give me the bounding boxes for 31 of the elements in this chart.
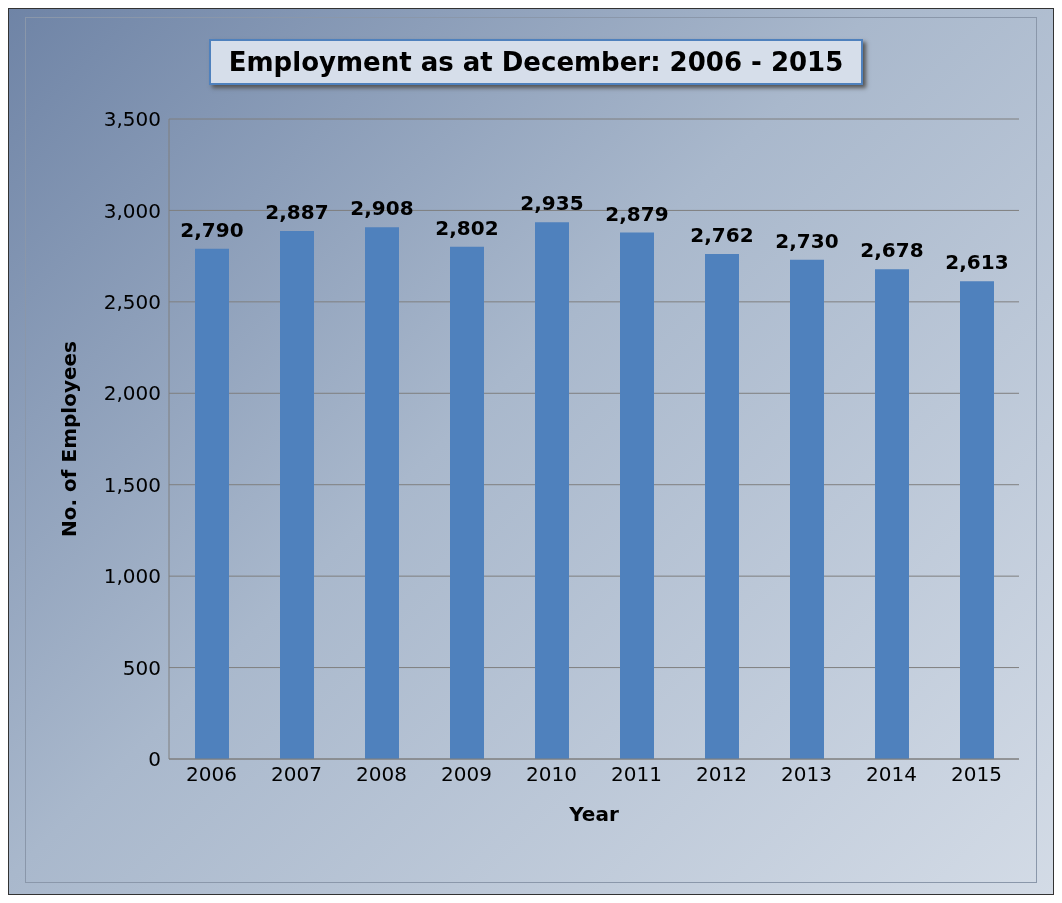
x-tick-label: 2015: [951, 762, 1002, 787]
y-tick-label: 500: [122, 655, 161, 680]
y-tick-label: 1,000: [103, 564, 161, 589]
data-label: 2,730: [775, 228, 839, 253]
data-label: 2,613: [945, 250, 1009, 275]
data-label: 2,935: [520, 191, 584, 216]
y-tick-label: 2,000: [103, 381, 161, 406]
data-label: 2,678: [860, 238, 924, 263]
y-tick-label: 3,500: [103, 107, 161, 132]
y-tick-label: 1,500: [103, 472, 161, 497]
data-label: 2,879: [605, 201, 669, 226]
y-tick-label: 0: [148, 747, 161, 772]
data-label: 2,887: [265, 200, 329, 225]
chart-title: Employment as at December: 2006 - 2015: [209, 39, 863, 85]
x-tick-label: 2014: [866, 762, 917, 787]
y-tick-label: 2,500: [103, 289, 161, 314]
x-tick-label: 2011: [611, 762, 662, 787]
x-tick-label: 2007: [271, 762, 322, 787]
x-tick-label: 2013: [781, 762, 832, 787]
data-label: 2,790: [180, 217, 244, 242]
data-label: 2,908: [350, 196, 414, 221]
x-axis-title: Year: [568, 802, 619, 826]
x-tick-label: 2009: [441, 762, 492, 787]
x-tick-label: 2012: [696, 762, 747, 787]
y-axis-title: No. of Employees: [57, 341, 82, 537]
x-tick-label: 2010: [526, 762, 577, 787]
data-label: 2,802: [435, 215, 499, 240]
data-label: 2,762: [690, 222, 754, 247]
y-tick-label: 3,000: [103, 198, 161, 223]
x-tick-label: 2008: [356, 762, 407, 787]
x-tick-label: 2006: [186, 762, 237, 787]
